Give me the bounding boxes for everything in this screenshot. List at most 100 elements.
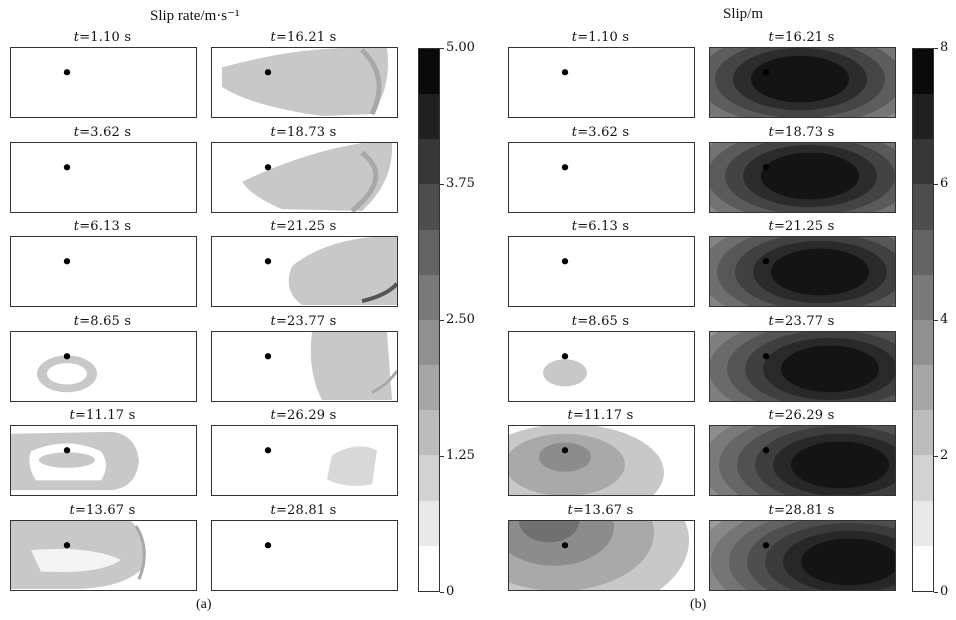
colorbar-tick-label: 2.50 <box>446 312 475 327</box>
colorbar-band <box>419 365 439 411</box>
colorbar-band <box>419 49 439 95</box>
time-value: =3.62 s <box>79 125 132 140</box>
time-value: =26.29 s <box>275 408 337 423</box>
slip-contour <box>519 521 579 543</box>
time-value: =28.81 s <box>275 503 337 518</box>
snapshot-field <box>242 143 393 212</box>
time-value: =6.13 s <box>79 219 132 234</box>
slip-contour <box>801 538 895 586</box>
snapshot-panel-a-10 <box>211 425 398 496</box>
snapshot-panel-a-1 <box>10 142 197 213</box>
snapshot-field <box>264 332 397 401</box>
time-value: =13.67 s <box>572 503 634 518</box>
colorbar-tick-label: 5.00 <box>446 40 475 55</box>
rupture-front <box>222 48 388 117</box>
time-value: =1.10 s <box>79 30 132 45</box>
hypocenter-dot <box>561 447 569 454</box>
colorbar-tick-mark <box>934 320 938 321</box>
hypocenter-dot <box>264 258 272 265</box>
colorbar-a <box>418 48 440 592</box>
colorbar-band <box>419 319 439 366</box>
colorbar-band <box>913 455 933 501</box>
snapshot-panel-a-8 <box>211 236 398 307</box>
hypocenter-dot <box>264 69 272 76</box>
time-value: =23.77 s <box>773 314 835 329</box>
time-symbol: t <box>69 408 75 423</box>
time-value: =23.77 s <box>275 314 337 329</box>
snapshot-panel-b-0 <box>508 47 695 118</box>
hypocenter-dot <box>762 542 770 549</box>
time-value: =8.65 s <box>79 314 132 329</box>
colorbar-band <box>419 500 439 546</box>
colorbar-band <box>913 184 933 230</box>
time-symbol: t <box>768 503 774 518</box>
snapshot-time-label: t=6.13 s <box>508 219 693 234</box>
snapshot-time-label: t=1.10 s <box>508 30 693 45</box>
time-value: =11.17 s <box>572 408 634 423</box>
colorbar-band <box>419 184 439 230</box>
rupture-streak <box>31 548 121 573</box>
time-value: =16.21 s <box>773 30 835 45</box>
rupture-patch <box>39 452 95 468</box>
hypocenter-dot <box>264 353 272 360</box>
snapshot-panel-b-6 <box>709 47 896 118</box>
time-symbol: t <box>73 30 80 45</box>
colorbar-tick-label: 2 <box>940 448 949 463</box>
snapshot-field <box>543 353 587 387</box>
snapshot-field <box>264 237 397 306</box>
colorbar-band <box>419 139 439 185</box>
snapshot-field <box>710 426 895 495</box>
time-symbol: t <box>270 314 276 329</box>
snapshot-time-label: t=18.73 s <box>709 125 894 140</box>
time-value: =11.17 s <box>74 408 136 423</box>
snapshot-panel-a-7 <box>211 142 398 213</box>
hypocenter-dot <box>63 353 71 360</box>
snapshot-panel-a-9 <box>211 331 398 402</box>
snapshot-field <box>561 258 569 265</box>
snapshot-panel-b-5 <box>508 520 695 591</box>
slip-contour <box>791 441 889 489</box>
snapshot-field <box>264 542 272 549</box>
snapshot-time-label: t=23.77 s <box>709 314 894 329</box>
colorbar-tick-mark <box>440 320 444 321</box>
snapshot-time-label: t=23.77 s <box>211 314 396 329</box>
section-a-sub-label: (a) <box>196 597 212 612</box>
snapshot-panel-a-5 <box>10 520 197 591</box>
colorbar-tick-mark <box>934 592 938 593</box>
hypocenter-dot <box>63 69 71 76</box>
hypocenter-dot <box>762 353 770 360</box>
colorbar-band <box>419 455 439 501</box>
colorbar-band <box>913 410 933 456</box>
colorbar-band <box>913 139 933 185</box>
slip-contour <box>543 359 587 387</box>
rupture-front <box>288 237 397 306</box>
time-symbol: t <box>571 30 578 45</box>
snapshot-time-label: t=11.17 s <box>10 408 195 423</box>
snapshot-time-label: t=3.62 s <box>10 125 195 140</box>
colorbar-band <box>913 274 933 320</box>
rupture-inner <box>47 363 87 385</box>
snapshot-field <box>509 426 664 495</box>
rupture-patch <box>327 446 377 486</box>
time-symbol: t <box>571 219 578 234</box>
hypocenter-dot <box>264 447 272 454</box>
hypocenter-dot <box>63 164 71 171</box>
colorbar-tick-mark <box>934 48 938 49</box>
colorbar-band <box>913 49 933 95</box>
time-value: =16.21 s <box>275 30 337 45</box>
snapshot-panel-b-4 <box>508 425 695 496</box>
time-symbol: t <box>270 408 276 423</box>
snapshot-time-label: t=26.29 s <box>709 408 894 423</box>
colorbar-tick-label: 4 <box>940 312 949 327</box>
time-value: =18.73 s <box>773 125 835 140</box>
colorbar-tick-label: 6 <box>940 176 949 191</box>
time-symbol: t <box>768 219 774 234</box>
time-symbol: t <box>73 219 80 234</box>
hypocenter-dot <box>561 542 569 549</box>
colorbar-band <box>913 545 933 591</box>
snapshot-time-label: t=18.73 s <box>211 125 396 140</box>
snapshot-field <box>63 69 71 76</box>
snapshot-panel-a-0 <box>10 47 197 118</box>
time-value: =26.29 s <box>773 408 835 423</box>
